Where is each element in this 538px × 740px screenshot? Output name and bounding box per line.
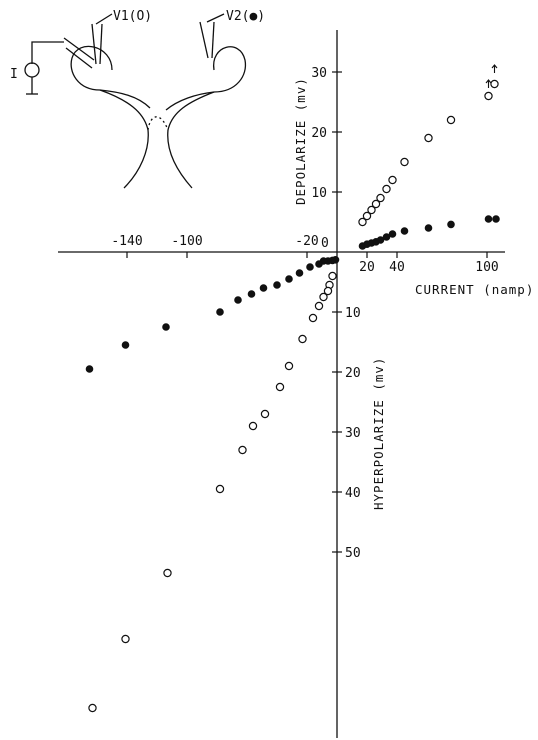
y-tick-label: 10	[311, 186, 327, 201]
data-point-v1	[446, 115, 456, 125]
x-tick-label: -100	[171, 234, 202, 249]
electrode-2-label: V2(●)	[226, 9, 265, 24]
x-tick-label: 100	[475, 260, 498, 275]
data-point-v1	[358, 217, 367, 227]
chart-points	[85, 64, 500, 713]
data-point-v1	[424, 133, 433, 143]
y-axis-title-negative: HYPERPOLARIZE (mv)	[371, 357, 386, 510]
data-point-v1	[248, 421, 258, 431]
arrow-up-marker	[485, 79, 492, 88]
data-point-v2	[315, 260, 323, 268]
data-point-v2	[306, 263, 314, 271]
data-point-v1	[376, 193, 385, 203]
y-tick-label: 50	[345, 546, 361, 561]
data-point-v1	[314, 301, 324, 311]
neuron-left-soma	[70, 45, 151, 109]
data-point-v2	[400, 227, 409, 235]
data-point-v1	[371, 199, 381, 209]
data-point-v1	[362, 211, 372, 221]
chart-ticks	[126, 71, 488, 553]
x-tick-label: 40	[389, 260, 405, 275]
electrode-v1-a	[91, 23, 97, 65]
data-point-v1	[163, 568, 172, 578]
neuron-inset-diagram	[24, 13, 247, 189]
x-axis-title: CURRENT (namp)	[415, 282, 534, 297]
data-point-v1	[284, 361, 294, 371]
x-tick-label: 20	[359, 260, 375, 275]
chart-axes	[58, 30, 505, 738]
data-point-v1	[484, 91, 493, 101]
data-point-v2	[216, 308, 224, 316]
data-point-v1	[215, 484, 225, 494]
y-tick-label: 30	[311, 66, 327, 81]
y-tick-label: 10	[345, 306, 361, 321]
data-point-v2	[484, 215, 493, 223]
data-point-v1	[88, 703, 97, 713]
data-point-v1	[319, 292, 328, 302]
neuron-axon-right	[167, 91, 215, 189]
data-point-v1	[308, 313, 318, 323]
data-point-v1	[323, 286, 333, 296]
chart-tick-labels: 20 40 100 -140 -100 -20 10 20 30 10 20 30 40 50	[111, 66, 498, 561]
data-point-v1	[298, 334, 307, 344]
data-point-v2	[382, 233, 391, 241]
data-point-v2	[492, 215, 500, 223]
v2-label-leader	[206, 13, 225, 23]
y-tick-label: 40	[345, 486, 361, 501]
data-point-v1	[238, 445, 247, 455]
neuron-axon-inner	[147, 116, 169, 131]
y-tick-label: 20	[345, 366, 361, 381]
neuron-axon-left	[99, 89, 149, 189]
data-point-v2	[295, 269, 304, 277]
data-point-v1	[367, 205, 376, 215]
data-point-v2	[285, 275, 293, 283]
data-point-v1	[121, 634, 130, 644]
x-tick-label: -140	[111, 234, 142, 249]
y-tick-label: 20	[311, 126, 327, 141]
electrode-current-2	[63, 37, 95, 61]
data-point-v2	[247, 290, 256, 298]
neuron-right-soma	[165, 46, 247, 111]
arrow-up-marker	[491, 64, 498, 73]
data-point-v2	[162, 323, 170, 331]
electrode-v2-b	[211, 21, 215, 59]
data-point-v2	[447, 220, 455, 229]
origin-label: 0	[321, 236, 329, 251]
data-point-v1	[328, 271, 337, 281]
electrode-v2-a	[199, 21, 209, 59]
electrode-current	[65, 47, 93, 69]
current-source-label: I	[10, 67, 18, 82]
electrode-1-label: V1(O)	[113, 9, 152, 24]
current-source-symbol	[24, 62, 40, 78]
y-axis-title-positive: DEPOLARIZE (mv)	[293, 77, 308, 205]
data-point-v1	[490, 79, 499, 89]
electrode-v1-b	[99, 23, 103, 65]
data-point-v2	[259, 284, 268, 292]
data-point-v2	[273, 281, 281, 289]
data-point-v2	[85, 365, 94, 373]
current-source-wire	[31, 41, 64, 64]
data-point-v1	[400, 157, 409, 167]
x-tick-label: -20	[295, 234, 318, 249]
data-point-v2	[376, 236, 385, 244]
data-point-v2	[234, 296, 242, 304]
data-point-v1	[260, 409, 270, 419]
data-point-v2	[121, 341, 130, 349]
data-point-v1	[275, 382, 285, 392]
v1-label-leader	[95, 13, 113, 25]
data-point-v2	[388, 230, 397, 238]
data-point-v1	[388, 175, 397, 185]
y-tick-label: 30	[345, 426, 361, 441]
data-point-v2	[424, 224, 433, 232]
data-point-v1	[382, 184, 391, 194]
